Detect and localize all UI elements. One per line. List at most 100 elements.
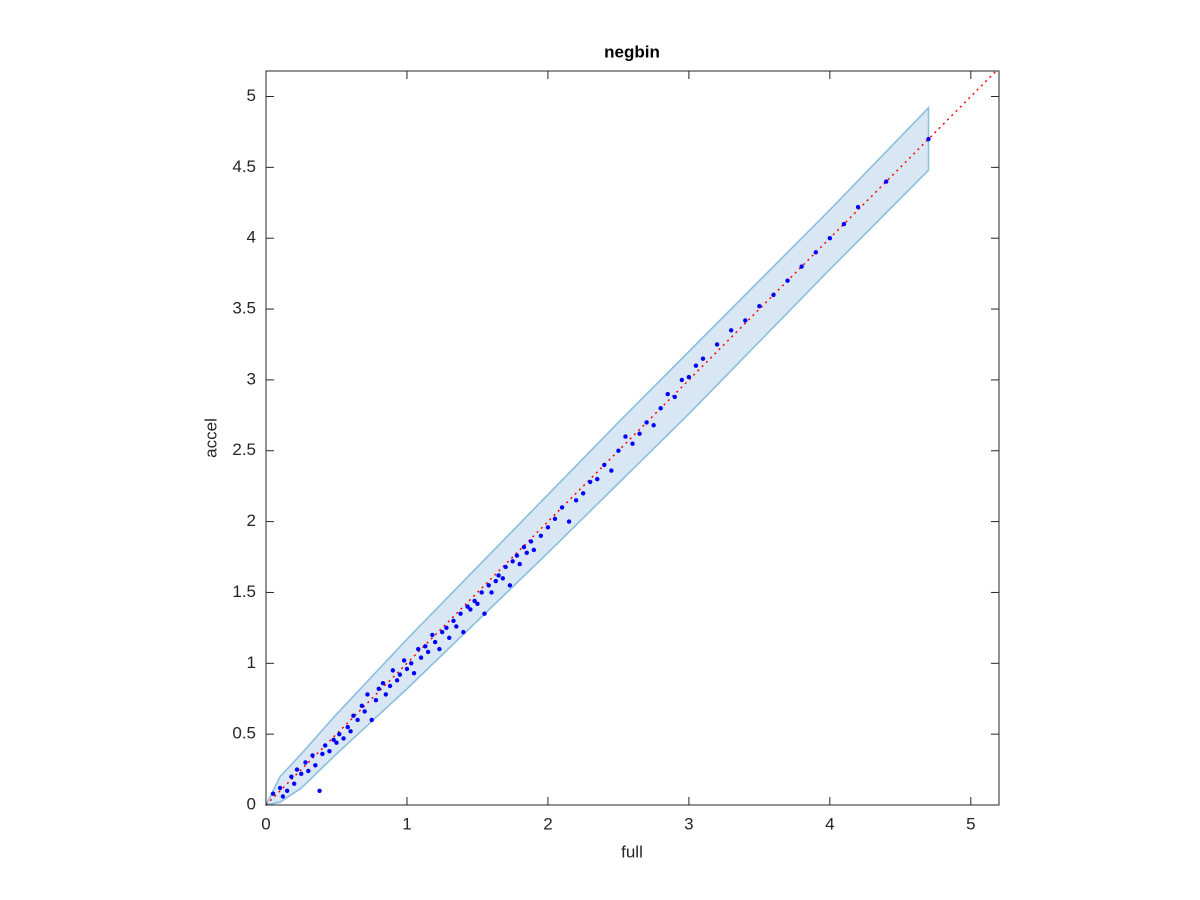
reference-line <box>265 70 997 806</box>
point <box>458 611 463 616</box>
point <box>440 629 445 635</box>
point <box>679 377 685 383</box>
point <box>510 559 515 564</box>
point <box>884 179 889 184</box>
point <box>294 767 300 772</box>
point <box>303 760 308 765</box>
point <box>637 431 642 436</box>
point <box>355 717 360 723</box>
point <box>486 583 491 588</box>
point <box>665 391 670 397</box>
point <box>489 590 494 595</box>
point <box>432 639 438 645</box>
point <box>602 462 607 468</box>
point <box>500 576 506 581</box>
y-tick-label: 5 <box>247 86 256 105</box>
point <box>785 278 790 283</box>
y-tick-label: 3.5 <box>232 299 256 318</box>
point <box>394 678 400 683</box>
point <box>514 553 520 558</box>
point <box>521 544 527 550</box>
point <box>496 573 501 578</box>
point <box>451 618 456 623</box>
point <box>365 692 370 697</box>
x-axis-label: full <box>621 842 643 861</box>
point <box>479 590 484 595</box>
point <box>401 658 407 663</box>
chart-title: negbin <box>604 42 660 61</box>
point <box>404 666 410 672</box>
point <box>369 717 374 723</box>
point <box>616 448 621 453</box>
point <box>454 624 459 629</box>
point <box>714 342 720 347</box>
x-tick-label: 1 <box>402 814 411 833</box>
point <box>468 607 473 612</box>
point <box>595 476 600 482</box>
point <box>580 491 586 496</box>
band-upper <box>265 107 930 806</box>
point <box>559 505 565 510</box>
point <box>437 646 442 652</box>
point <box>376 686 381 692</box>
point <box>524 550 529 555</box>
point <box>430 632 435 638</box>
y-tick-label: 0 <box>247 794 256 813</box>
point <box>284 788 290 794</box>
point <box>700 356 706 361</box>
point <box>566 519 572 524</box>
y-tick-label: 4 <box>247 228 256 247</box>
point <box>517 561 522 567</box>
point <box>545 525 551 530</box>
point <box>306 768 311 774</box>
point <box>531 547 537 553</box>
point <box>528 539 534 544</box>
y-tick-label: 0.5 <box>232 724 256 743</box>
point <box>630 441 635 446</box>
point <box>472 598 477 604</box>
point <box>397 672 403 677</box>
point <box>337 731 342 737</box>
point <box>623 434 628 439</box>
band-lower <box>265 169 930 806</box>
point <box>728 328 734 333</box>
point <box>743 318 748 323</box>
point <box>538 533 544 538</box>
x-tick-label: 3 <box>684 814 693 833</box>
point <box>345 724 350 730</box>
point <box>609 468 614 473</box>
x-tick-label: 5 <box>966 814 975 833</box>
point <box>507 583 513 588</box>
y-tick-label: 2.5 <box>232 440 256 459</box>
point <box>482 611 487 616</box>
point <box>291 781 297 786</box>
point <box>362 709 367 714</box>
point <box>341 736 346 741</box>
y-tick-label: 2 <box>247 511 256 530</box>
point <box>588 479 593 485</box>
point <box>658 406 663 411</box>
point <box>651 423 656 428</box>
point <box>423 644 428 649</box>
y-tick-label: 3 <box>247 369 256 388</box>
point <box>331 737 336 743</box>
point <box>359 703 365 709</box>
point <box>827 236 833 241</box>
point <box>447 635 452 640</box>
point <box>855 204 861 210</box>
point <box>416 646 421 652</box>
point <box>320 751 325 757</box>
x-tick-label: 4 <box>825 814 834 833</box>
y-tick-label: 1 <box>247 653 256 672</box>
point <box>841 221 847 227</box>
point <box>757 304 762 309</box>
point <box>289 774 294 779</box>
point <box>418 655 424 660</box>
point <box>771 292 776 298</box>
x-tick-label: 0 <box>261 814 270 833</box>
point <box>493 578 498 584</box>
point <box>425 649 431 655</box>
point <box>334 740 339 745</box>
point <box>411 671 417 676</box>
